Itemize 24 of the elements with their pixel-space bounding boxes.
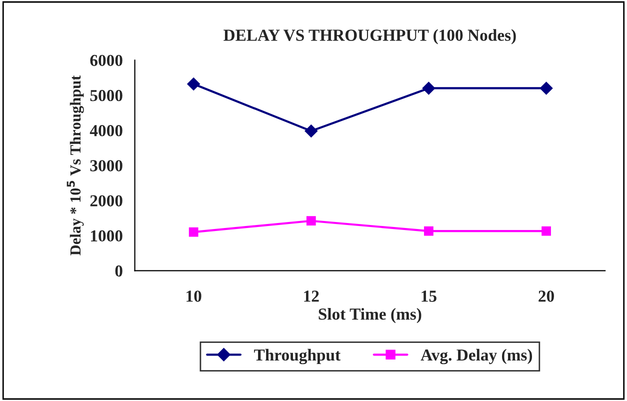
chart-title: DELAY VS THROUGHPUT (100 Nodes) bbox=[224, 29, 516, 44]
y-tick-label: 5000 bbox=[90, 90, 122, 102]
y-tick-label: 4000 bbox=[90, 125, 122, 136]
legend-label: Throughput bbox=[254, 348, 340, 364]
x-axis-title: Slot Time (ms) bbox=[318, 308, 422, 324]
y-tick-label: 0 bbox=[115, 265, 122, 277]
x-tick-label: 10 bbox=[186, 290, 202, 302]
legend-label: Avg. Delay (ms) bbox=[420, 348, 532, 364]
point bbox=[542, 226, 551, 236]
y-tick-label: 2000 bbox=[90, 195, 122, 206]
point bbox=[304, 124, 318, 138]
y-tick-label: 6000 bbox=[90, 54, 122, 66]
x-tick-label: 15 bbox=[422, 290, 436, 302]
point bbox=[424, 226, 434, 236]
y-tick-label: 1000 bbox=[91, 230, 122, 242]
x-tick-label: 12 bbox=[304, 290, 319, 302]
point bbox=[540, 82, 553, 95]
point bbox=[422, 82, 436, 95]
point bbox=[306, 216, 316, 226]
point bbox=[188, 227, 198, 237]
y-tick-label: 3000 bbox=[90, 160, 122, 172]
y-axis-title: Delay * 10$^{5}$ Vs Throughput bbox=[66, 75, 84, 256]
x-tick-label: 20 bbox=[538, 290, 554, 302]
point bbox=[187, 78, 200, 90]
